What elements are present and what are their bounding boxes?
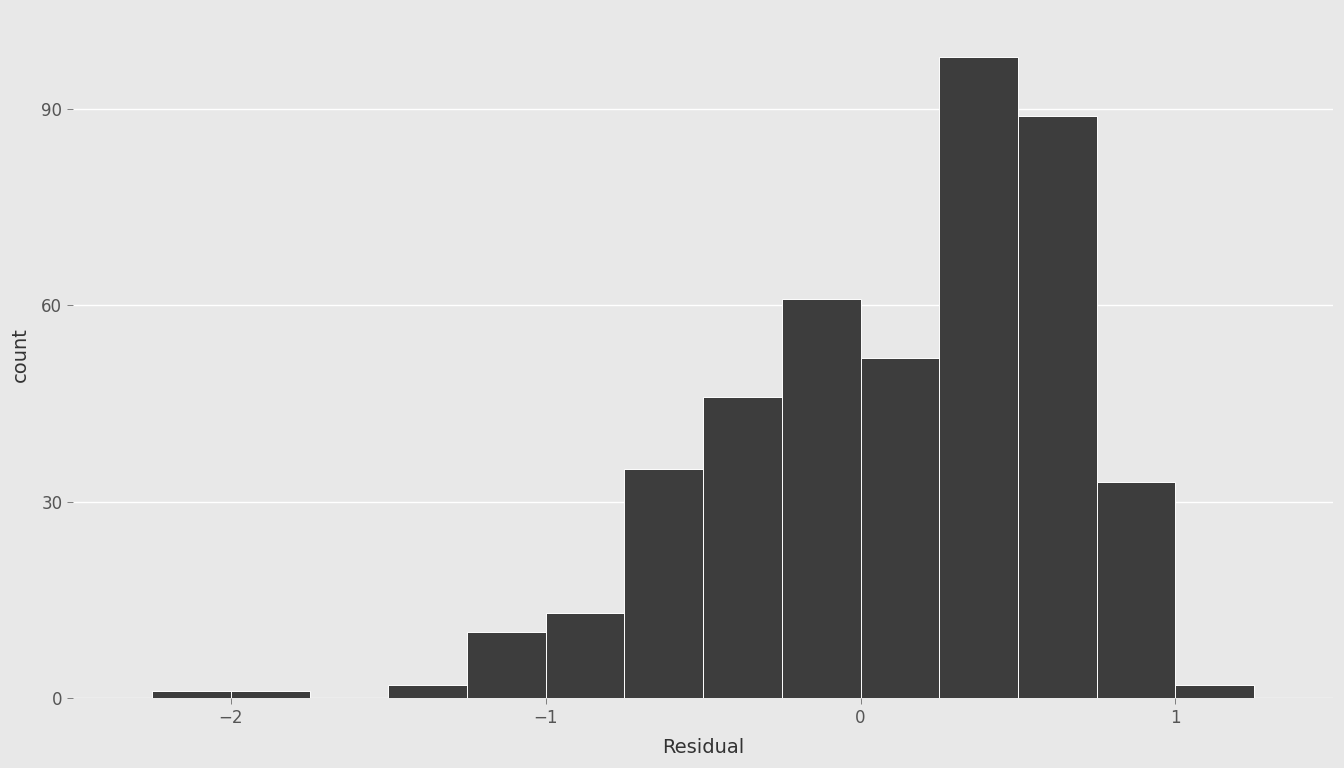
X-axis label: Residual: Residual <box>663 738 745 757</box>
Bar <box>939 57 1017 697</box>
Bar <box>1176 684 1254 697</box>
Bar <box>860 358 939 697</box>
Bar <box>152 691 231 697</box>
Bar <box>231 691 309 697</box>
Bar <box>1097 482 1176 697</box>
Bar <box>782 299 860 697</box>
Bar <box>703 397 782 697</box>
Bar <box>1017 116 1097 697</box>
Bar <box>625 468 703 697</box>
Y-axis label: count: count <box>11 327 30 382</box>
Bar <box>388 684 466 697</box>
Bar <box>546 613 625 697</box>
Bar <box>466 632 546 697</box>
